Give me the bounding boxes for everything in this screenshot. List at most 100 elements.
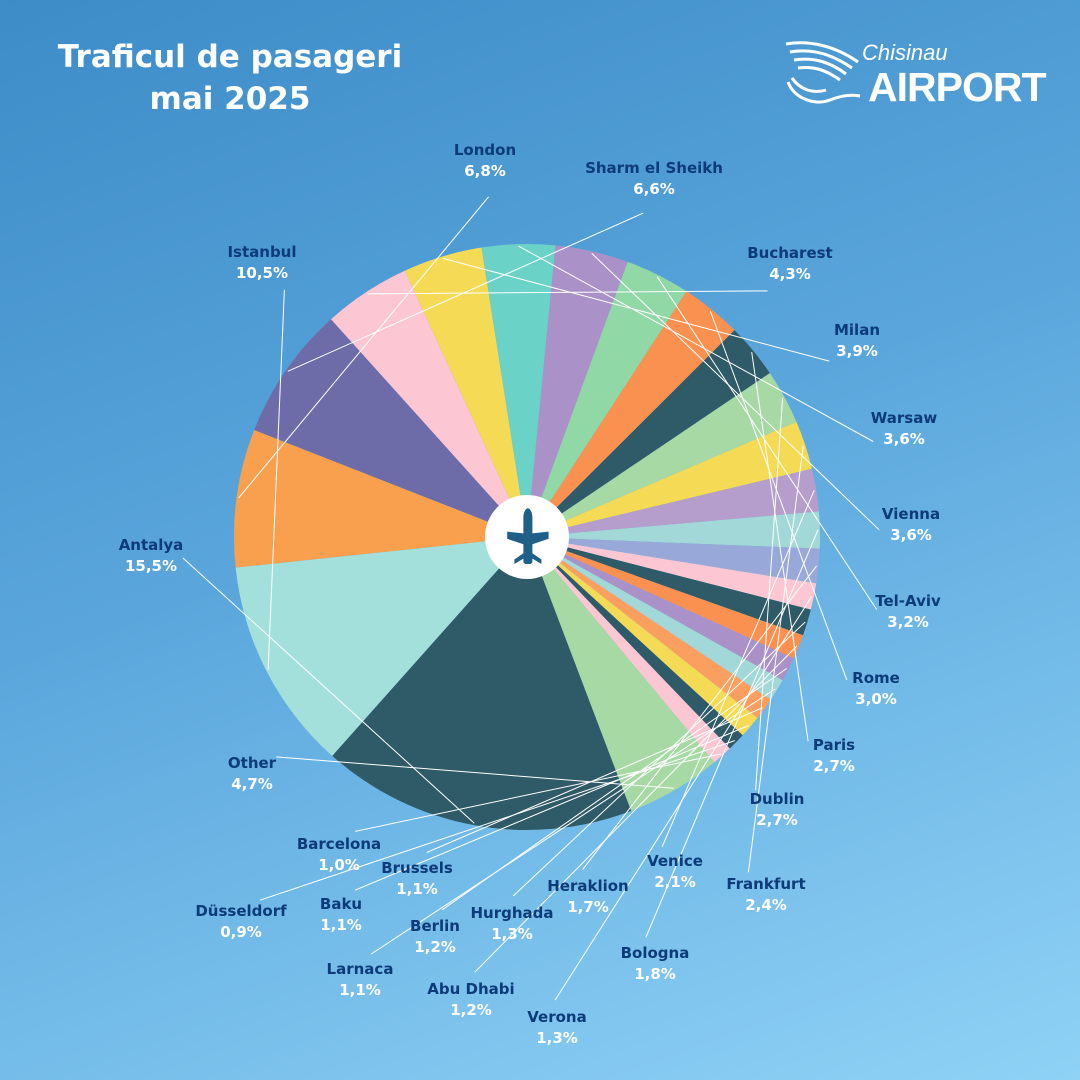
label-paris: Paris <box>813 736 855 754</box>
slice-bucharest <box>331 270 527 537</box>
leader-line-warsaw <box>518 245 874 442</box>
slice-paris <box>527 330 770 537</box>
slice-brussels <box>527 537 771 718</box>
slice-other <box>527 537 715 811</box>
value-paris: 2,7% <box>813 757 855 775</box>
value-warsaw: 3,6% <box>883 430 925 448</box>
title-line-1: Traficul de pasageri <box>57 39 403 75</box>
value-rome: 3,0% <box>855 690 897 708</box>
label-dusseldorf: Düsseldorf <box>195 902 287 920</box>
airplane-icon <box>507 508 549 565</box>
leader-line-baku <box>354 725 749 891</box>
label-other: Other <box>228 754 277 772</box>
leader-line-london <box>238 196 489 499</box>
slice-larnaca <box>527 537 783 700</box>
value-venice: 2,1% <box>654 873 696 891</box>
leader-line-rome <box>709 310 848 681</box>
leader-line-vienna <box>591 252 880 531</box>
label-frankfurt: Frankfurt <box>726 875 805 893</box>
slice-vienna <box>527 245 628 537</box>
pie-slices <box>234 243 820 831</box>
value-abu-dhabi: 1,2% <box>450 1001 492 1019</box>
slice-berlin <box>527 537 794 681</box>
value-heraklion: 1,7% <box>567 898 609 916</box>
label-dublin: Dublin <box>750 790 805 808</box>
label-brussels: Brussels <box>381 859 453 877</box>
label-baku: Baku <box>320 895 362 913</box>
value-dusseldorf: 0,9% <box>220 923 262 941</box>
leader-line-antalya <box>182 557 475 824</box>
leader-line-sharm-el-sheikh <box>287 212 644 372</box>
label-sharm-el-sheikh: Sharm el Sheikh <box>585 159 723 177</box>
wing-hands-logo-icon <box>785 41 861 104</box>
slice-abu-dhabi <box>527 537 804 659</box>
value-other: 4,7% <box>231 775 273 793</box>
slice-sharm-el-sheikh <box>254 319 528 537</box>
slice-bologna <box>527 511 820 549</box>
value-verona: 1,3% <box>536 1029 578 1047</box>
slice-dusseldorf <box>527 537 743 749</box>
logo-text-big: AIRPORT <box>868 64 1046 110</box>
label-hurghada: Hurghada <box>470 904 553 922</box>
leader-line-bologna <box>645 529 819 938</box>
chisinau-airport-logo: Chisinau AIRPORT <box>780 36 1050 116</box>
leader-line-abu-dhabi <box>474 645 798 973</box>
label-rome: Rome <box>852 669 900 687</box>
value-barcelona: 1,0% <box>318 856 360 874</box>
slice-venice <box>527 468 819 537</box>
slice-milan <box>404 247 527 538</box>
slice-istanbul <box>235 537 528 756</box>
label-milan: Milan <box>834 321 880 339</box>
slice-london <box>234 430 527 568</box>
leader-line-heraklion <box>582 565 817 870</box>
value-vienna: 3,6% <box>890 526 932 544</box>
label-tel-aviv: Tel-Aviv <box>875 592 941 610</box>
slice-warsaw <box>481 243 556 537</box>
leader-line-venice <box>661 490 815 847</box>
slice-rome <box>527 291 735 537</box>
label-bucharest: Bucharest <box>747 244 832 262</box>
value-hurghada: 1,3% <box>491 925 533 943</box>
leader-line-istanbul <box>267 289 285 670</box>
label-bologna: Bologna <box>621 944 690 962</box>
center-plane-badge <box>485 495 569 579</box>
chart-title: Traficul de pasageri mai 2025 <box>40 36 420 120</box>
value-milan: 3,9% <box>836 342 878 360</box>
label-abu-dhabi: Abu Dhabi <box>427 980 514 998</box>
title-line-2: mai 2025 <box>149 81 311 117</box>
leader-line-paris <box>751 352 809 742</box>
leader-line-bucharest <box>367 290 768 295</box>
label-london: London <box>454 141 516 159</box>
label-berlin: Berlin <box>410 917 460 935</box>
slice-heraklion <box>527 537 820 584</box>
value-brussels: 1,1% <box>396 880 438 898</box>
slice-barcelona <box>527 537 730 763</box>
label-warsaw: Warsaw <box>871 409 938 427</box>
value-antalya: 15,5% <box>125 557 177 575</box>
slice-hurghada <box>527 537 811 636</box>
slice-baku <box>527 537 758 736</box>
leader-line-barcelona <box>354 753 722 832</box>
label-verona: Verona <box>527 1008 586 1026</box>
leader-line-other <box>276 756 674 789</box>
leader-line-dublin <box>755 397 784 791</box>
slice-dublin <box>527 373 797 537</box>
slice-tel-aviv <box>527 261 687 537</box>
leader-line-hurghada <box>512 621 806 897</box>
leader-line-milan <box>442 257 830 362</box>
label-larnaca: Larnaca <box>327 960 394 978</box>
leader-lines <box>182 196 880 1001</box>
leader-line-tel-aviv <box>656 276 878 610</box>
leader-line-larnaca <box>370 688 776 955</box>
value-bucharest: 4,3% <box>769 265 811 283</box>
value-larnaca: 1,1% <box>339 981 381 999</box>
leader-line-dusseldorf <box>259 740 736 901</box>
value-dublin: 2,7% <box>756 811 798 829</box>
leader-line-frankfurt <box>747 445 804 873</box>
leader-line-brussels <box>426 707 763 853</box>
value-bologna: 1,8% <box>634 965 676 983</box>
value-istanbul: 10,5% <box>236 264 288 282</box>
value-tel-aviv: 3,2% <box>887 613 929 631</box>
label-venice: Venice <box>647 852 703 870</box>
value-london: 6,8% <box>464 162 506 180</box>
